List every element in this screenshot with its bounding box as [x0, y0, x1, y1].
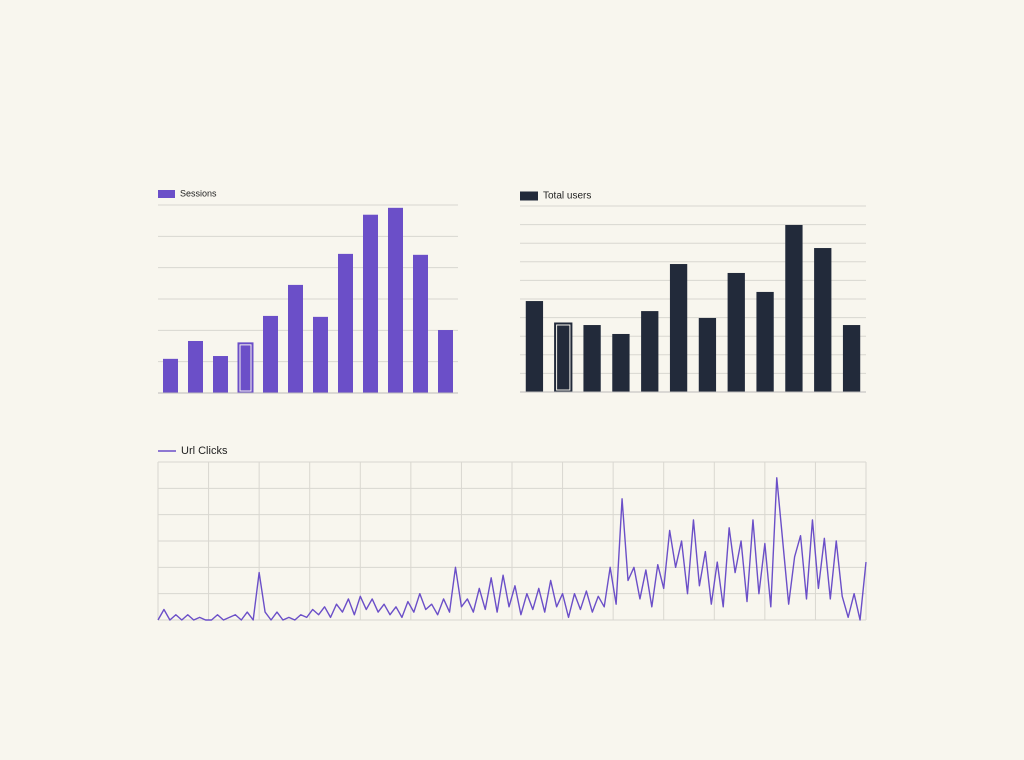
bar [338, 253, 353, 393]
bar [756, 291, 774, 392]
bar [163, 358, 178, 393]
bar [612, 333, 630, 392]
bar [641, 311, 659, 392]
bar [288, 284, 303, 393]
legend-swatch [158, 190, 175, 198]
bar-selection [556, 324, 571, 391]
bar [213, 356, 228, 393]
line-series [157, 477, 867, 621]
legend-swatch [520, 191, 538, 201]
bar [313, 316, 328, 393]
bar [842, 325, 861, 392]
bar [388, 207, 403, 393]
bar [525, 301, 544, 392]
legend-label: Url Clicks [181, 445, 228, 457]
bar [669, 264, 688, 392]
bar [188, 340, 203, 393]
bar [727, 272, 745, 392]
bar [698, 317, 717, 392]
bar [583, 325, 601, 392]
bar-selection [239, 344, 252, 392]
bar [363, 214, 378, 393]
bar [785, 224, 803, 392]
bar [413, 254, 428, 393]
bar [263, 315, 278, 393]
bar [814, 248, 832, 392]
legend-label: Total users [543, 191, 591, 202]
legend-label: Sessions [180, 188, 217, 198]
bar [438, 330, 453, 393]
bar [554, 322, 573, 393]
